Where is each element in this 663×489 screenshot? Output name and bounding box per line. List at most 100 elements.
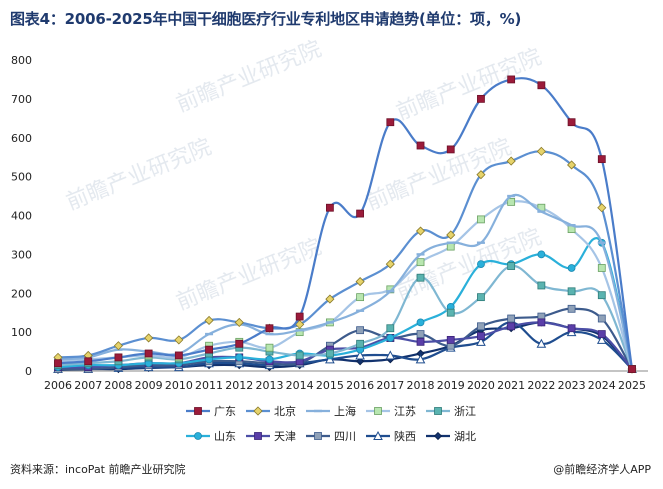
data-point-0-7 bbox=[265, 324, 274, 333]
data-point-7-12 bbox=[416, 330, 425, 338]
data-point-4-15 bbox=[507, 262, 516, 270]
data-point-2-13 bbox=[446, 241, 455, 244]
data-point-4-12 bbox=[416, 273, 425, 282]
x-tick-label: 2023 bbox=[558, 379, 586, 392]
x-tick-label: 2016 bbox=[346, 379, 374, 392]
series-0 bbox=[54, 75, 636, 373]
data-point-0-1 bbox=[84, 357, 93, 366]
legend-item-0: 广东 bbox=[186, 405, 236, 418]
legend-label-7: 四川 bbox=[334, 430, 356, 443]
page-title: 图表4：2006-2025年中国干细胞医疗行业专利地区申请趋势(单位：项，%) bbox=[10, 10, 522, 28]
legend-label-0: 广东 bbox=[214, 405, 236, 418]
data-point-1-16 bbox=[536, 146, 546, 156]
x-tick-label: 2021 bbox=[497, 379, 525, 392]
series-line-0 bbox=[57, 77, 634, 370]
data-point-0-8 bbox=[295, 312, 304, 321]
data-point-7-14 bbox=[477, 322, 485, 331]
x-tick-label: 2011 bbox=[195, 379, 223, 392]
y-tick-label: 400 bbox=[11, 210, 32, 223]
legend-item-2: 上海 bbox=[306, 404, 356, 418]
data-point-3-12 bbox=[416, 258, 425, 267]
data-point-7-10 bbox=[356, 326, 365, 335]
legend-item-9: 湖北 bbox=[426, 430, 476, 443]
x-tick-label: 2020 bbox=[467, 379, 495, 392]
data-point-0-16 bbox=[537, 81, 546, 90]
data-point-4-16 bbox=[537, 281, 546, 290]
data-point-2-7 bbox=[265, 332, 274, 336]
series-layer bbox=[53, 75, 637, 374]
y-tick-label: 200 bbox=[11, 287, 32, 300]
y-tick-label: 700 bbox=[11, 93, 32, 106]
data-point-0-17 bbox=[567, 118, 576, 127]
legend-marker-1 bbox=[253, 406, 263, 416]
data-point-1-2 bbox=[113, 341, 123, 351]
data-point-0-0 bbox=[54, 359, 62, 368]
data-point-1-13 bbox=[446, 230, 456, 240]
legend-label-5: 山东 bbox=[214, 430, 236, 443]
data-point-7-15 bbox=[507, 314, 516, 323]
legend-marker-7 bbox=[314, 432, 322, 440]
legend-marker-6 bbox=[254, 432, 262, 440]
data-point-3-15 bbox=[507, 197, 516, 206]
x-tick-label: 2019 bbox=[437, 379, 465, 392]
legend-marker-8 bbox=[373, 430, 383, 440]
y-tick-label: 100 bbox=[11, 326, 32, 339]
data-point-0-15 bbox=[507, 75, 516, 84]
y-tick-label: 0 bbox=[25, 365, 32, 378]
data-point-7-18 bbox=[597, 314, 606, 323]
series-line-1 bbox=[57, 150, 634, 370]
watermark-text-3: 前瞻产业研究院 bbox=[173, 235, 325, 316]
y-tick-label: 600 bbox=[11, 132, 32, 145]
legend-marker-2 bbox=[314, 409, 322, 413]
watermark-text-0: 前瞻产业研究院 bbox=[173, 37, 325, 118]
data-point-9-10 bbox=[356, 357, 365, 366]
data-point-1-10 bbox=[355, 277, 365, 287]
data-point-2-11 bbox=[386, 290, 395, 293]
x-tick-label: 2024 bbox=[588, 379, 616, 392]
data-point-0-19 bbox=[628, 365, 636, 373]
data-point-2-14 bbox=[476, 241, 485, 244]
legend-marker-3 bbox=[374, 407, 382, 415]
data-point-5-11 bbox=[386, 334, 395, 342]
legend-item-3: 江苏 bbox=[366, 405, 416, 418]
data-point-4-10 bbox=[356, 339, 365, 348]
data-point-2-10 bbox=[356, 309, 365, 312]
data-point-3-11 bbox=[386, 285, 395, 294]
data-point-4-14 bbox=[477, 293, 485, 302]
data-point-5-7 bbox=[265, 355, 274, 364]
data-point-1-11 bbox=[385, 259, 395, 269]
data-point-4-17 bbox=[567, 287, 576, 296]
data-point-1-4 bbox=[174, 335, 184, 345]
legend-label-1: 北京 bbox=[274, 404, 296, 418]
data-point-0-9 bbox=[325, 203, 334, 212]
series-line-5 bbox=[57, 237, 634, 370]
data-point-2-16 bbox=[537, 210, 546, 213]
data-point-1-12 bbox=[415, 226, 426, 236]
data-point-1-18 bbox=[597, 203, 607, 213]
data-point-6-14 bbox=[477, 332, 485, 340]
legend-item-4: 浙江 bbox=[426, 405, 476, 418]
x-tick-label: 2012 bbox=[225, 379, 253, 392]
series-3 bbox=[54, 197, 636, 373]
data-point-0-14 bbox=[477, 94, 485, 103]
data-point-2-5 bbox=[205, 332, 214, 336]
data-point-0-2 bbox=[114, 353, 123, 362]
legend-item-1: 北京 bbox=[246, 404, 296, 418]
legend-item-8: 陕西 bbox=[366, 429, 416, 443]
x-tick-label: 2015 bbox=[316, 379, 344, 392]
legend-label-4: 浙江 bbox=[454, 405, 476, 418]
legend-item-5: 山东 bbox=[186, 430, 236, 443]
data-point-1-9 bbox=[325, 294, 335, 304]
footer-source: 资料来源：incoPat 前瞻产业研究院 bbox=[10, 463, 186, 476]
x-axis-ticks: 2006 2007 2008 2009 2010 2011 2012 2013 2014 2015… bbox=[44, 379, 646, 392]
data-point-0-10 bbox=[356, 209, 365, 218]
data-point-2-12 bbox=[416, 253, 425, 256]
x-tick-label: 2022 bbox=[527, 379, 555, 392]
data-point-8-10 bbox=[355, 350, 365, 360]
x-tick-label: 2017 bbox=[376, 379, 404, 392]
series-line-2 bbox=[57, 193, 634, 370]
legend-label-2: 上海 bbox=[334, 404, 356, 418]
watermark-text-2: 前瞻产业研究院 bbox=[363, 135, 515, 216]
